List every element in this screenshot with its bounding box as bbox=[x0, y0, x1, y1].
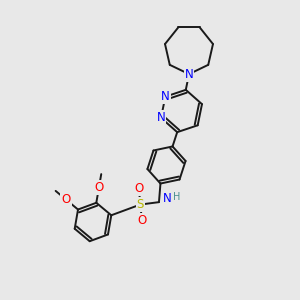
Text: H: H bbox=[173, 192, 181, 202]
Text: N: N bbox=[157, 111, 165, 124]
Text: O: O bbox=[61, 193, 70, 206]
Text: O: O bbox=[137, 214, 146, 226]
Text: N: N bbox=[161, 90, 170, 103]
Text: N: N bbox=[163, 192, 172, 205]
Text: O: O bbox=[134, 182, 143, 195]
Text: S: S bbox=[137, 198, 144, 211]
Text: N: N bbox=[184, 68, 194, 81]
Text: O: O bbox=[94, 181, 104, 194]
